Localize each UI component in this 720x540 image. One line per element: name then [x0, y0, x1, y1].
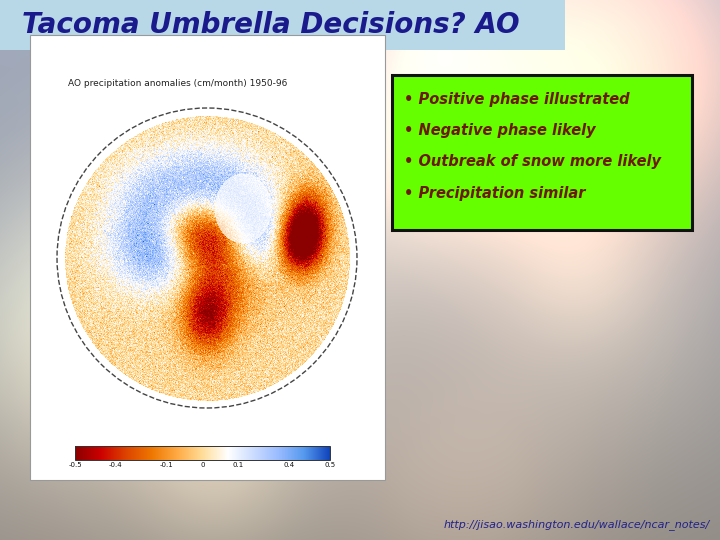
Text: • Precipitation similar: • Precipitation similar — [404, 186, 585, 201]
Text: AO precipitation anomalies (cm/month) 1950-96: AO precipitation anomalies (cm/month) 19… — [68, 79, 287, 88]
Bar — [75, 446, 330, 460]
Text: -0.5: -0.5 — [68, 462, 82, 468]
Text: 0.5: 0.5 — [325, 462, 336, 468]
Text: -0.1: -0.1 — [160, 462, 174, 468]
Text: 0.1: 0.1 — [233, 462, 244, 468]
Text: • Positive phase illustrated: • Positive phase illustrated — [404, 92, 629, 107]
Text: -0.4: -0.4 — [109, 462, 122, 468]
Bar — [0, 0, 565, 50]
Text: 0.4: 0.4 — [284, 462, 294, 468]
Bar — [392, 75, 692, 230]
Text: • Outbreak of snow more likely: • Outbreak of snow more likely — [404, 154, 661, 170]
Text: Tacoma Umbrella Decisions? AO: Tacoma Umbrella Decisions? AO — [22, 11, 520, 39]
Bar — [30, 35, 385, 480]
Text: • Negative phase likely: • Negative phase likely — [404, 123, 595, 138]
Text: http://jisao.washington.edu/wallace/ncar_notes/: http://jisao.washington.edu/wallace/ncar… — [444, 519, 710, 530]
Text: 0: 0 — [200, 462, 204, 468]
